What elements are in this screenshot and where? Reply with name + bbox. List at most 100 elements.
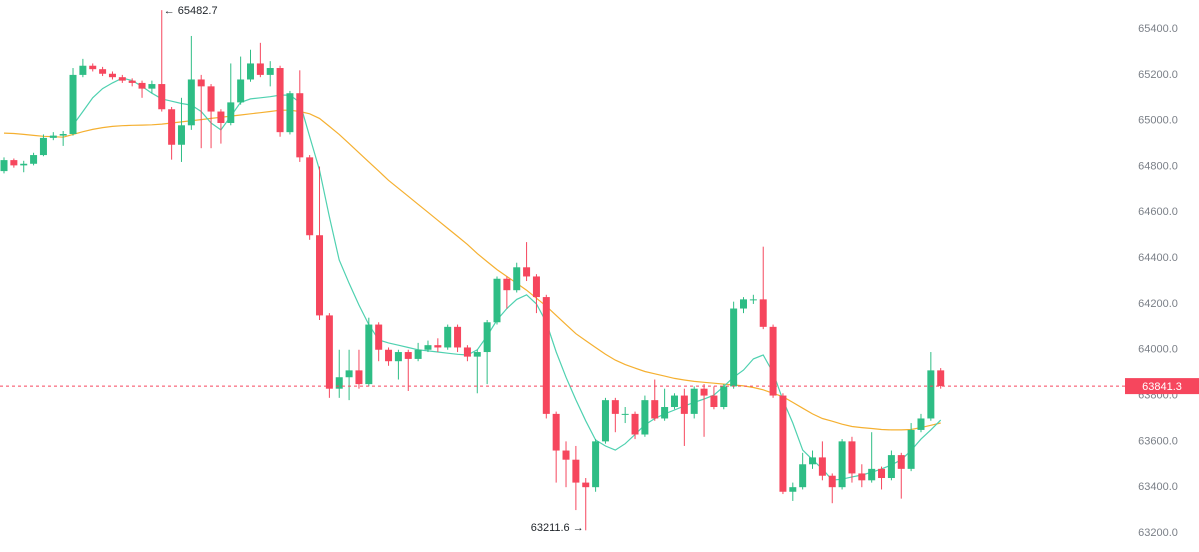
candle-body — [592, 441, 600, 488]
y-tick-label: 63600.0 — [1138, 435, 1178, 447]
candle-body — [631, 413, 639, 435]
candle-body — [621, 413, 629, 415]
candle-body — [523, 267, 531, 277]
ma-line — [3, 109, 941, 431]
candle-body — [276, 68, 284, 133]
candle-body — [414, 349, 422, 359]
y-tick-label: 64000.0 — [1138, 344, 1178, 356]
candle-body — [118, 77, 126, 81]
candle-body — [237, 79, 245, 103]
candle-body — [385, 349, 393, 362]
candle-body — [207, 86, 215, 112]
candle-body — [158, 84, 166, 110]
candle-body — [434, 345, 442, 348]
candle-body — [670, 395, 678, 408]
candle-body — [601, 400, 609, 442]
candle-body — [247, 63, 254, 80]
candle-body — [661, 407, 669, 419]
candle-body — [365, 324, 373, 385]
min-annotation: 63211.6 → — [531, 522, 584, 534]
candle-body — [503, 278, 511, 291]
candle-body — [177, 125, 185, 145]
candle-body — [89, 65, 97, 70]
candle-body — [542, 297, 550, 414]
candle-body — [927, 370, 935, 419]
candle-body — [187, 79, 195, 126]
candle-body — [404, 352, 412, 359]
y-tick-label: 64200.0 — [1138, 298, 1178, 310]
candle-body — [49, 135, 57, 138]
candle-body — [30, 155, 38, 164]
candle-body — [444, 326, 452, 348]
candle-body — [769, 326, 777, 396]
candle-body — [316, 235, 324, 316]
candle-body — [108, 73, 116, 78]
candle-body — [10, 160, 18, 166]
candle-body — [897, 455, 905, 469]
candle-body — [828, 475, 836, 488]
candle-body — [779, 395, 787, 492]
candle-body — [375, 324, 383, 350]
candle-body — [79, 65, 87, 75]
candle-body — [59, 133, 67, 136]
candle-body — [730, 308, 738, 387]
candle-body — [483, 322, 491, 353]
candle-body — [641, 400, 649, 435]
candle-body — [513, 267, 521, 291]
candle-body — [740, 299, 747, 309]
candle-body — [878, 468, 886, 479]
candle-body — [710, 395, 718, 408]
candle-body — [148, 84, 156, 89]
candle-body — [907, 429, 915, 469]
candle-body — [168, 109, 176, 145]
candle-body — [0, 160, 8, 172]
candle-body — [424, 345, 432, 350]
y-tick-label: 65200.0 — [1138, 69, 1178, 81]
candle-body — [99, 69, 107, 74]
candle-body — [759, 299, 767, 327]
candle-body — [809, 457, 817, 465]
candle-body — [493, 278, 501, 323]
candle-body — [39, 137, 47, 156]
candle-body — [286, 93, 294, 133]
candle-body — [128, 80, 136, 83]
candle-body — [680, 395, 688, 414]
candle-body — [690, 388, 698, 414]
candle-body — [749, 299, 757, 301]
y-tick-label: 63400.0 — [1138, 481, 1178, 493]
candle-body — [325, 315, 333, 389]
candle-body — [720, 386, 728, 408]
candle-body — [197, 79, 205, 87]
last-price-label: 63841.3 — [1142, 381, 1182, 393]
candle-body — [138, 82, 146, 89]
candle-body — [355, 370, 363, 385]
candle-body — [858, 473, 866, 481]
y-tick-label: 64400.0 — [1138, 252, 1178, 264]
candle-body — [394, 352, 402, 362]
candle-body — [266, 68, 274, 75]
candle-body — [611, 400, 619, 414]
candle-body — [651, 400, 659, 419]
y-tick-label: 64800.0 — [1138, 160, 1178, 172]
candle-body — [454, 326, 462, 348]
candle-body — [296, 93, 304, 158]
candle-body — [848, 441, 856, 474]
candle-body — [335, 377, 343, 389]
candle-body — [700, 388, 708, 396]
candle-body — [868, 468, 876, 481]
candle-body — [887, 455, 895, 479]
candle-body — [562, 450, 570, 460]
candle-body — [572, 459, 580, 483]
last-price-tag — [1125, 378, 1199, 395]
candle-body — [532, 276, 540, 298]
candle-body — [789, 487, 797, 492]
candle-body — [582, 482, 590, 488]
max-annotation: ← 65482.7 — [164, 5, 218, 17]
candle-body — [306, 157, 314, 236]
candle-body — [917, 418, 925, 430]
candle-body — [227, 102, 235, 123]
y-tick-label: 65000.0 — [1138, 115, 1178, 127]
candle-body — [69, 74, 77, 134]
